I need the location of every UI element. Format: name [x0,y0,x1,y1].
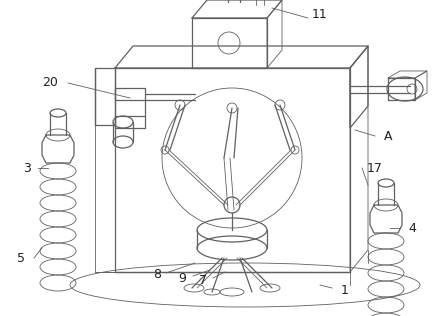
Text: 9: 9 [178,271,186,284]
Text: 11: 11 [312,8,328,21]
Text: 8: 8 [153,269,161,282]
Text: A: A [384,130,392,143]
Text: 5: 5 [17,252,25,264]
Text: 3: 3 [23,161,31,174]
Text: 17: 17 [367,161,383,174]
Text: 20: 20 [42,76,58,89]
Text: 7: 7 [199,274,207,287]
Text: 4: 4 [408,222,416,234]
Text: 1: 1 [341,283,349,296]
